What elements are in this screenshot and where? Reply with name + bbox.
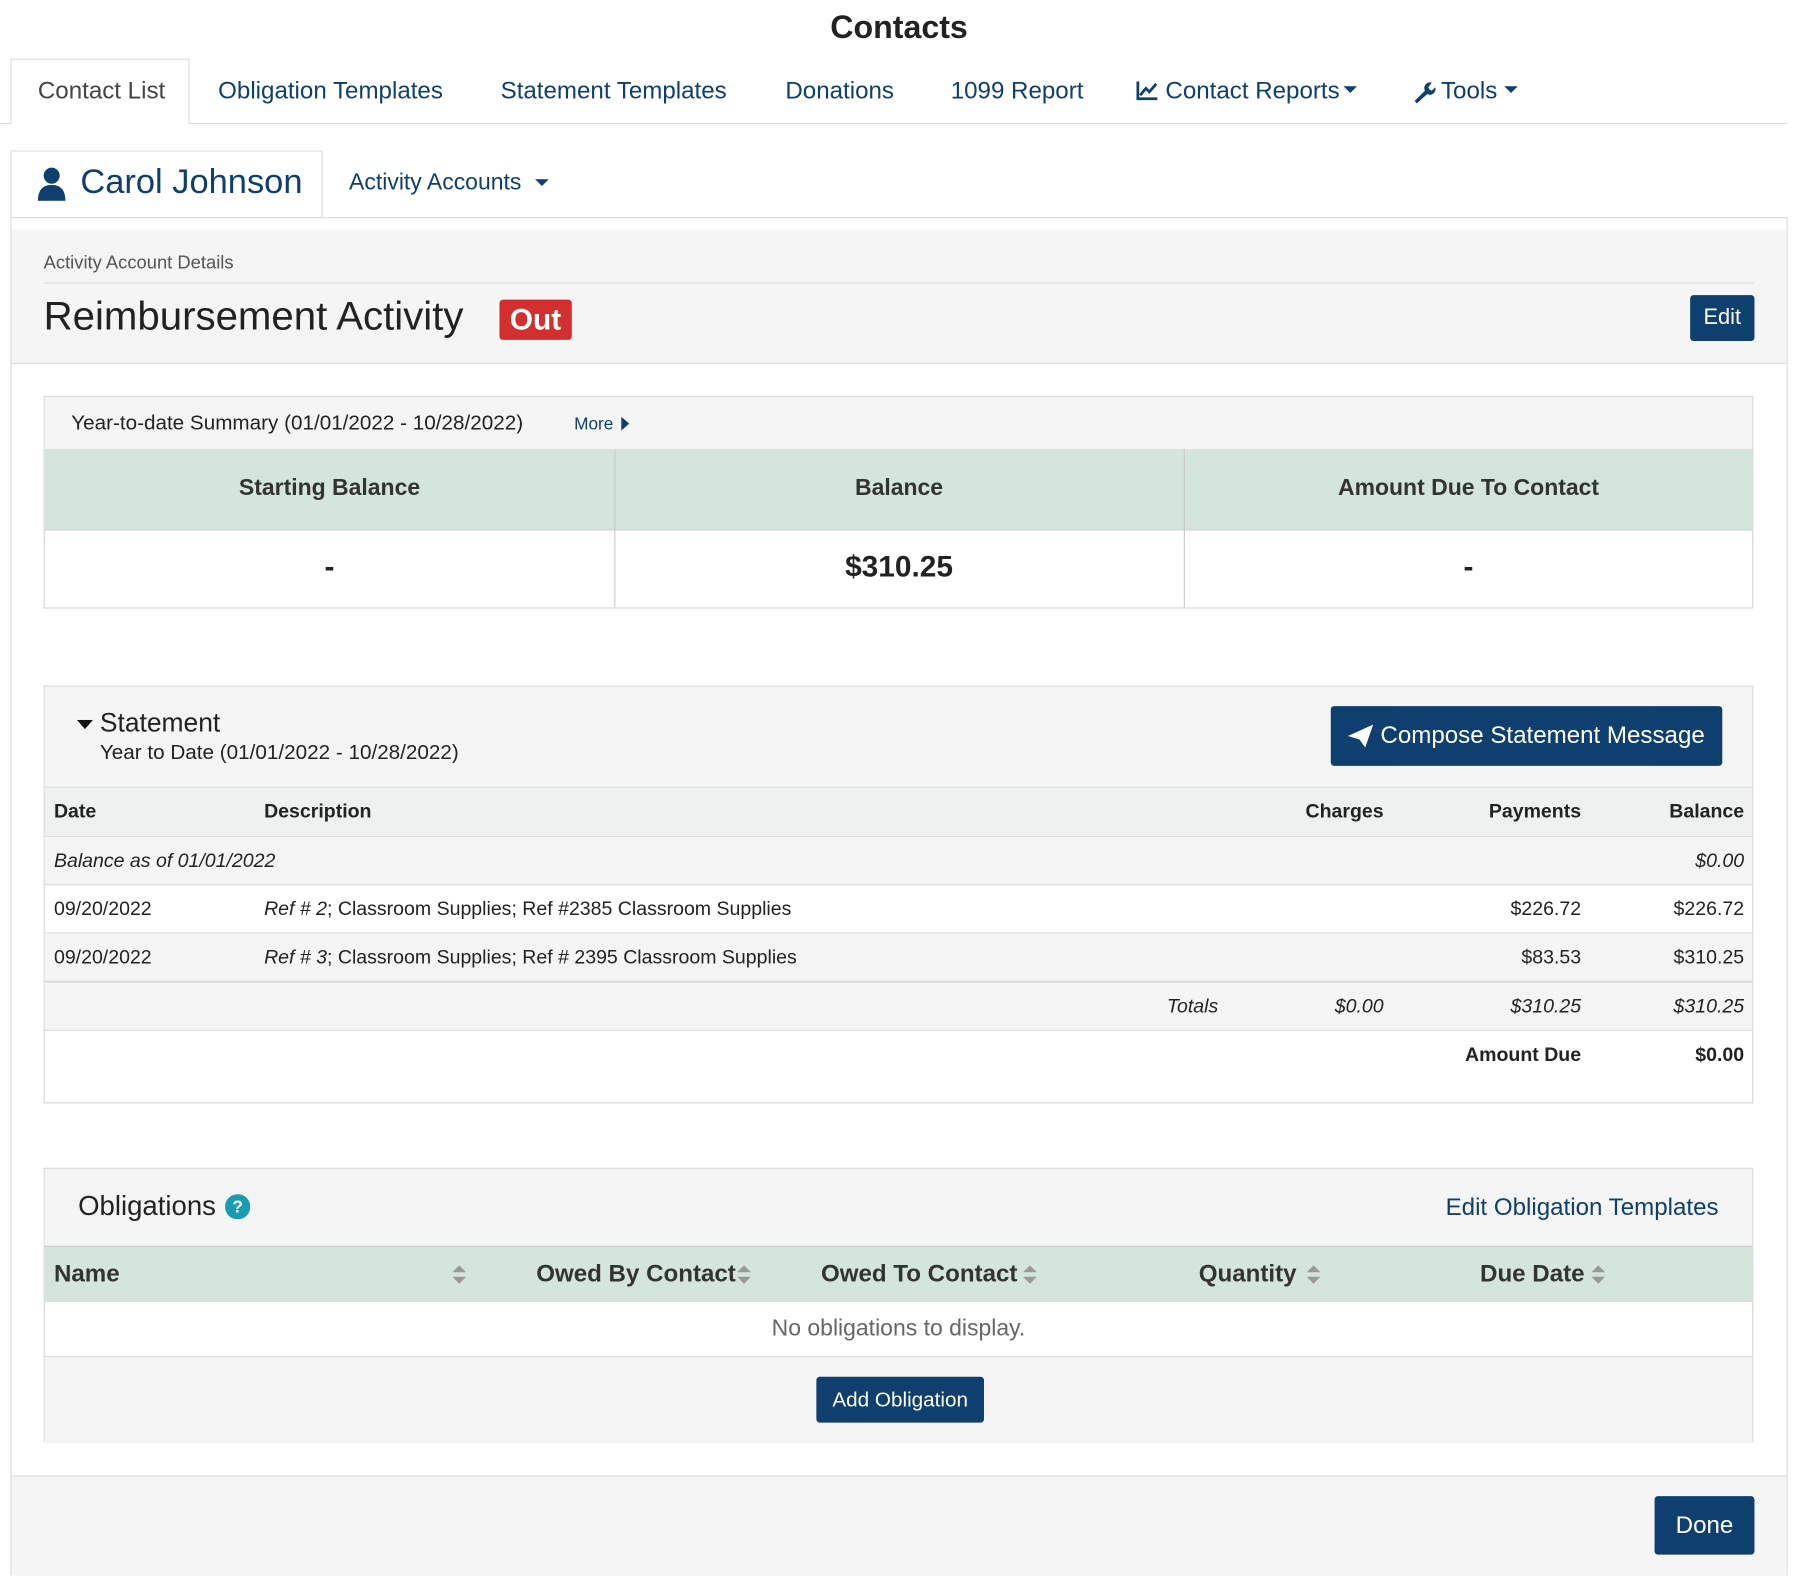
add-button[interactable]: Add Obligation [816,1376,985,1423]
tab[interactable]: Statement Templates [500,78,727,105]
col-header[interactable]: Owed By Contact [536,1260,736,1288]
cell: $0.00 [1695,849,1745,872]
menu[interactable]: Activity Accounts [349,169,522,196]
help-icon[interactable]: ? [225,1194,251,1220]
sort-icon [1023,1265,1037,1284]
col-header: Balance [1669,800,1745,823]
edit-link[interactable]: Edit Obligation Templates [1445,1194,1719,1221]
summary-title: Year-to-date Summary (01/01/2022 - 10/28… [71,411,524,435]
summary-header: Starting Balance [238,475,421,501]
col-header[interactable]: Quantity [1198,1260,1297,1288]
cell: $226.72 [1510,897,1582,920]
ref: Ref # 3 [264,946,328,968]
tab[interactable]: Obligation Templates [218,78,443,105]
obligations-title: Obligations [78,1190,216,1222]
sort-icon [452,1265,467,1284]
tab-divider [0,122,1788,125]
wrench-icon [1414,82,1436,104]
tab[interactable]: Donations [785,78,894,105]
statement-title: Statement [99,707,221,738]
summary-card: Year-to-date Summary (01/01/2022 - 10/28… [43,396,1754,609]
cell: $310.25 [1673,946,1745,968]
panel-header [11,229,1787,364]
tab[interactable]: Contact Reports [1165,78,1340,105]
account-title: Reimbursement Activity [43,293,464,339]
col-header: Date [53,800,97,823]
col-header: Description [264,800,372,823]
contact-name: Carol Johnson [80,163,303,201]
sort-icon [1591,1265,1606,1284]
caret [535,179,549,187]
done-button[interactable]: Done [1654,1496,1755,1555]
empty-message: No obligations to display. [771,1315,1026,1342]
ref: Ref # 2 [264,897,328,920]
cell: $83.53 [1521,946,1582,968]
caret [76,719,94,730]
edit-button[interactable]: Edit [1690,295,1755,342]
caret [1504,86,1518,94]
cell: $310.25 [1673,995,1745,1018]
obligations-card: Obligations ? Edit Obligation Templates … [43,1167,1754,1444]
send-icon [1348,724,1374,748]
statement-period: Year to Date (01/01/2022 - 10/28/2022) [99,740,459,764]
panel-footer [11,1475,1787,1576]
divider [43,282,1755,284]
person-icon [37,167,66,201]
tab[interactable]: Tools [1440,78,1498,105]
cell: 09/20/2022 [53,946,152,968]
more-link[interactable]: More [574,414,614,435]
svg-text:?: ? [232,1196,243,1216]
cell: $310.25 [1510,995,1582,1018]
col-header: Payments [1488,800,1582,823]
summary-header: Amount Due To Contact [1337,475,1600,501]
chart-icon [1136,81,1158,101]
summary-value: $310.25 [845,548,953,584]
cell: Balance as of 01/01/2022 [53,849,276,872]
summary-value: - [324,548,335,584]
breadcrumb: Activity Account Details [43,253,234,274]
col-header[interactable]: Owed To Contact [820,1260,1018,1288]
badge: Out [499,299,572,340]
col-header[interactable]: Name [53,1260,120,1288]
cell: ; Classroom Supplies; Ref # 2395 Classro… [327,946,797,968]
col-header: Charges [1305,800,1384,823]
cell: ; Classroom Supplies; Ref #2385 Classroo… [327,897,792,920]
cell: Totals [1166,995,1219,1018]
page-title: Contacts [830,9,968,45]
summary-value: - [1463,548,1474,584]
contact-tab[interactable] [10,150,323,220]
summary-header: Balance [854,475,944,501]
tab[interactable]: 1099 Report [950,78,1084,105]
cell: $0.00 [1334,995,1384,1018]
col-header[interactable]: Due Date [1480,1260,1585,1288]
caret [621,416,630,431]
cell: Amount Due [1465,1043,1582,1066]
button-label: Compose Statement Message [1380,722,1705,749]
tab[interactable]: Contact List [37,78,166,105]
sort-icon [737,1265,751,1284]
compose-button[interactable]: Compose Statement Message [1330,706,1723,766]
caret [1343,86,1358,94]
cell: 09/20/2022 [53,897,152,920]
sort-icon [1306,1265,1321,1284]
cell: $0.00 [1695,1043,1745,1066]
cell: $226.72 [1673,897,1745,920]
statement-card: Statement Year to Date (01/01/2022 - 10/… [43,685,1754,1104]
active-tab[interactable] [10,58,190,125]
